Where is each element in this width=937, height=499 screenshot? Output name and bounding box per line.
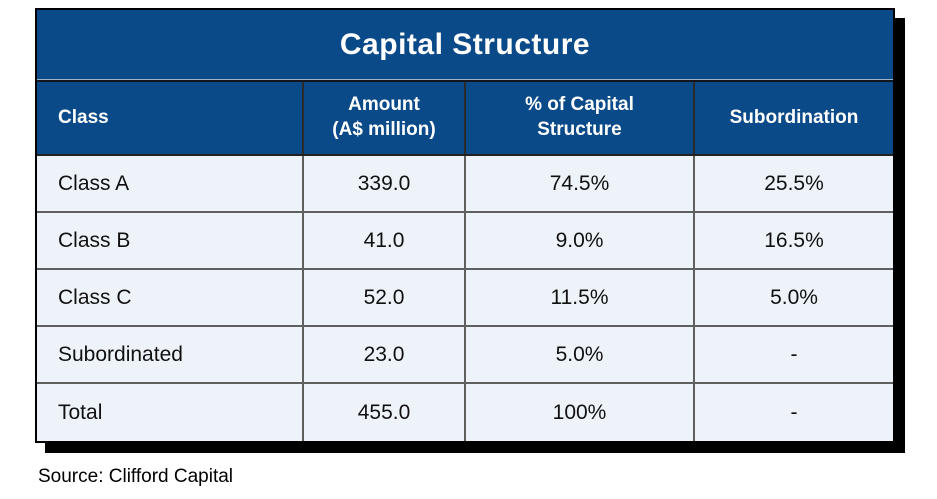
cell-amount: 23.0 xyxy=(304,327,466,382)
cell-pct-capital: 74.5% xyxy=(466,156,695,211)
cell-subordination: 5.0% xyxy=(770,285,818,309)
table-title: Capital Structure xyxy=(37,10,893,80)
cell-amount: 52.0 xyxy=(304,270,466,325)
cell-subordination: 25.5% xyxy=(764,171,824,195)
capital-structure-table: Capital Structure Class Amount (A$ milli… xyxy=(35,8,895,443)
column-header-subordination: Subordination xyxy=(729,106,859,128)
column-header-class: Class xyxy=(37,82,304,154)
cell-subordination: - xyxy=(790,342,798,366)
table-header-row: Class Amount (A$ million) % of Capital S… xyxy=(37,80,893,156)
cell-class: Class A xyxy=(37,156,304,211)
table-row-subordinated: Subordinated 23.0 5.0% - xyxy=(37,327,893,384)
cell-pct-capital: 5.0% xyxy=(466,327,695,382)
table-row-class-a: Class A 339.0 74.5% 25.5% xyxy=(37,156,893,213)
column-header-pct-capital: % of Capital Structure xyxy=(466,82,695,154)
cell-class: Class C xyxy=(37,270,304,325)
cell-class: Subordinated xyxy=(37,327,304,382)
column-header-amount: Amount (A$ million) xyxy=(304,82,466,154)
table-row-class-b: Class B 41.0 9.0% 16.5% xyxy=(37,213,893,270)
cell-pct-capital: 9.0% xyxy=(466,213,695,268)
cell-amount: 455.0 xyxy=(304,384,466,441)
cell-amount: 339.0 xyxy=(304,156,466,211)
source-attribution: Source: Clifford Capital xyxy=(38,466,234,487)
cell-subordination: - xyxy=(790,400,798,424)
table-row-total: Total 455.0 100% - xyxy=(37,384,893,441)
cell-class: Total xyxy=(37,384,304,441)
cell-subordination: 16.5% xyxy=(764,228,824,252)
table-row-class-c: Class C 52.0 11.5% 5.0% xyxy=(37,270,893,327)
cell-pct-capital: 100% xyxy=(466,384,695,441)
cell-class: Class B xyxy=(37,213,304,268)
cell-amount: 41.0 xyxy=(304,213,466,268)
cell-pct-capital: 11.5% xyxy=(466,270,695,325)
